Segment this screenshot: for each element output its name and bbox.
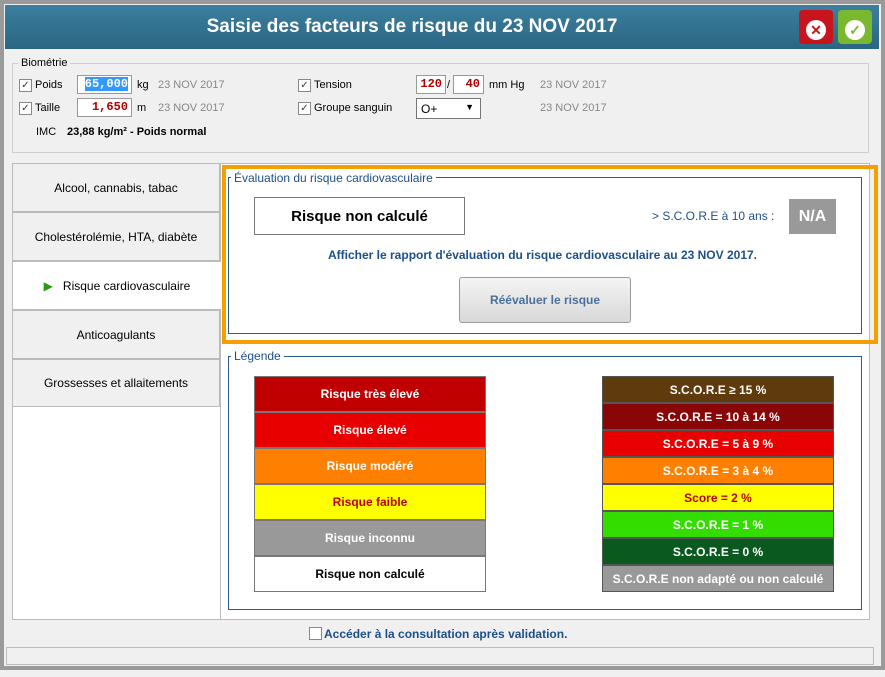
score-legend-item: S.C.O.R.E non adapté ou non calculé: [602, 565, 834, 592]
imc-value: 23,88 kg/m² - Poids normal: [67, 126, 207, 138]
validate-redo-icon: ✓: [845, 20, 865, 40]
score-legend-item: S.C.O.R.E = 3 à 4 %: [602, 457, 834, 484]
tab-label: Risque cardiovasculaire: [62, 278, 191, 293]
risk-legend-item: Risque non calculé: [254, 556, 486, 592]
tab-anticoagulants[interactable]: Anticoagulants: [12, 310, 220, 359]
score-value: N/A: [789, 199, 836, 234]
groupe-label: Groupe sanguin: [314, 102, 393, 114]
diastolic-input[interactable]: 40: [453, 75, 484, 94]
consult-checkbox[interactable]: [309, 627, 322, 640]
risk-legend-item: Risque élevé: [254, 412, 486, 448]
imc-label: IMC: [36, 126, 57, 138]
score-legend-item: S.C.O.R.E = 10 à 14 %: [602, 403, 834, 430]
score-legend-item: S.C.O.R.E = 5 à 9 %: [602, 430, 834, 457]
tension-unit: mm Hg: [489, 79, 525, 91]
poids-checkbox[interactable]: ✓: [19, 79, 32, 92]
tension-label: Tension: [314, 79, 352, 91]
score-legend-item: S.C.O.R.E ≥ 15 %: [602, 376, 834, 403]
risk-legend-item: Risque inconnu: [254, 520, 486, 556]
tension-separator: /: [447, 79, 451, 91]
groupe-value: O+: [421, 102, 438, 116]
score-legend-item: Score = 2 %: [602, 484, 834, 511]
cancel-undo-icon: ✕: [806, 20, 826, 40]
taille-label: Taille: [35, 102, 61, 114]
tab-risque-cardiovasculaire[interactable]: ▶ Risque cardiovasculaire: [12, 261, 221, 310]
taille-input[interactable]: 1,650: [77, 98, 132, 117]
play-arrow-icon: ▶: [43, 278, 53, 293]
groupe-checkbox[interactable]: ✓: [298, 102, 311, 115]
cancel-button[interactable]: ✕: [799, 10, 833, 44]
page-title: Saisie des facteurs de risque du 23 NOV …: [5, 5, 879, 49]
tab-grossesses[interactable]: Grossesses et allaitements: [12, 359, 220, 407]
legend-label: Légende: [231, 349, 284, 363]
score-label: > S.C.O.R.E à 10 ans :: [652, 209, 775, 223]
biometrie-label: Biométrie: [18, 57, 71, 69]
tab-alcool[interactable]: Alcool, cannabis, tabac: [12, 163, 220, 212]
poids-unit: kg: [137, 79, 149, 91]
systolic-input[interactable]: 120: [416, 75, 446, 94]
poids-date: 23 NOV 2017: [158, 79, 225, 91]
groupe-select[interactable]: O+ ▼: [416, 98, 481, 119]
tension-date: 23 NOV 2017: [540, 79, 607, 91]
taille-date: 23 NOV 2017: [158, 102, 225, 114]
evaluation-group: [228, 177, 862, 334]
risk-legend-item: Risque faible: [254, 484, 486, 520]
taille-checkbox[interactable]: ✓: [19, 102, 32, 115]
evaluation-label: Évaluation du risque cardiovasculaire: [231, 171, 436, 185]
tension-checkbox[interactable]: ✓: [298, 79, 311, 92]
taille-unit: m: [137, 102, 147, 114]
status-bar: [6, 647, 874, 665]
evaluation-highlight: [222, 165, 878, 344]
risk-legend-item: Risque très élevé: [254, 376, 486, 412]
score-legend-item: S.C.O.R.E = 1 %: [602, 511, 834, 538]
poids-input[interactable]: 65,000: [77, 75, 132, 94]
score-legend-item: S.C.O.R.E = 0 %: [602, 538, 834, 565]
groupe-date: 23 NOV 2017: [540, 102, 607, 114]
report-link[interactable]: Afficher le rapport d'évaluation du risq…: [328, 248, 757, 262]
legend-group: [228, 356, 862, 610]
poids-label: Poids: [35, 79, 63, 91]
tab-cholesterolemie[interactable]: Cholestérolémie, HTA, diabète: [12, 212, 220, 261]
risk-legend-item: Risque modéré: [254, 448, 486, 484]
consult-label: Accéder à la consultation après validati…: [324, 627, 568, 641]
reevaluate-button[interactable]: Réévaluer le risque: [459, 277, 631, 323]
chevron-down-icon: ▼: [465, 102, 474, 112]
poids-value: 65,000: [84, 77, 128, 91]
risk-status: Risque non calculé: [254, 197, 465, 235]
validate-button[interactable]: ✓: [838, 10, 872, 44]
